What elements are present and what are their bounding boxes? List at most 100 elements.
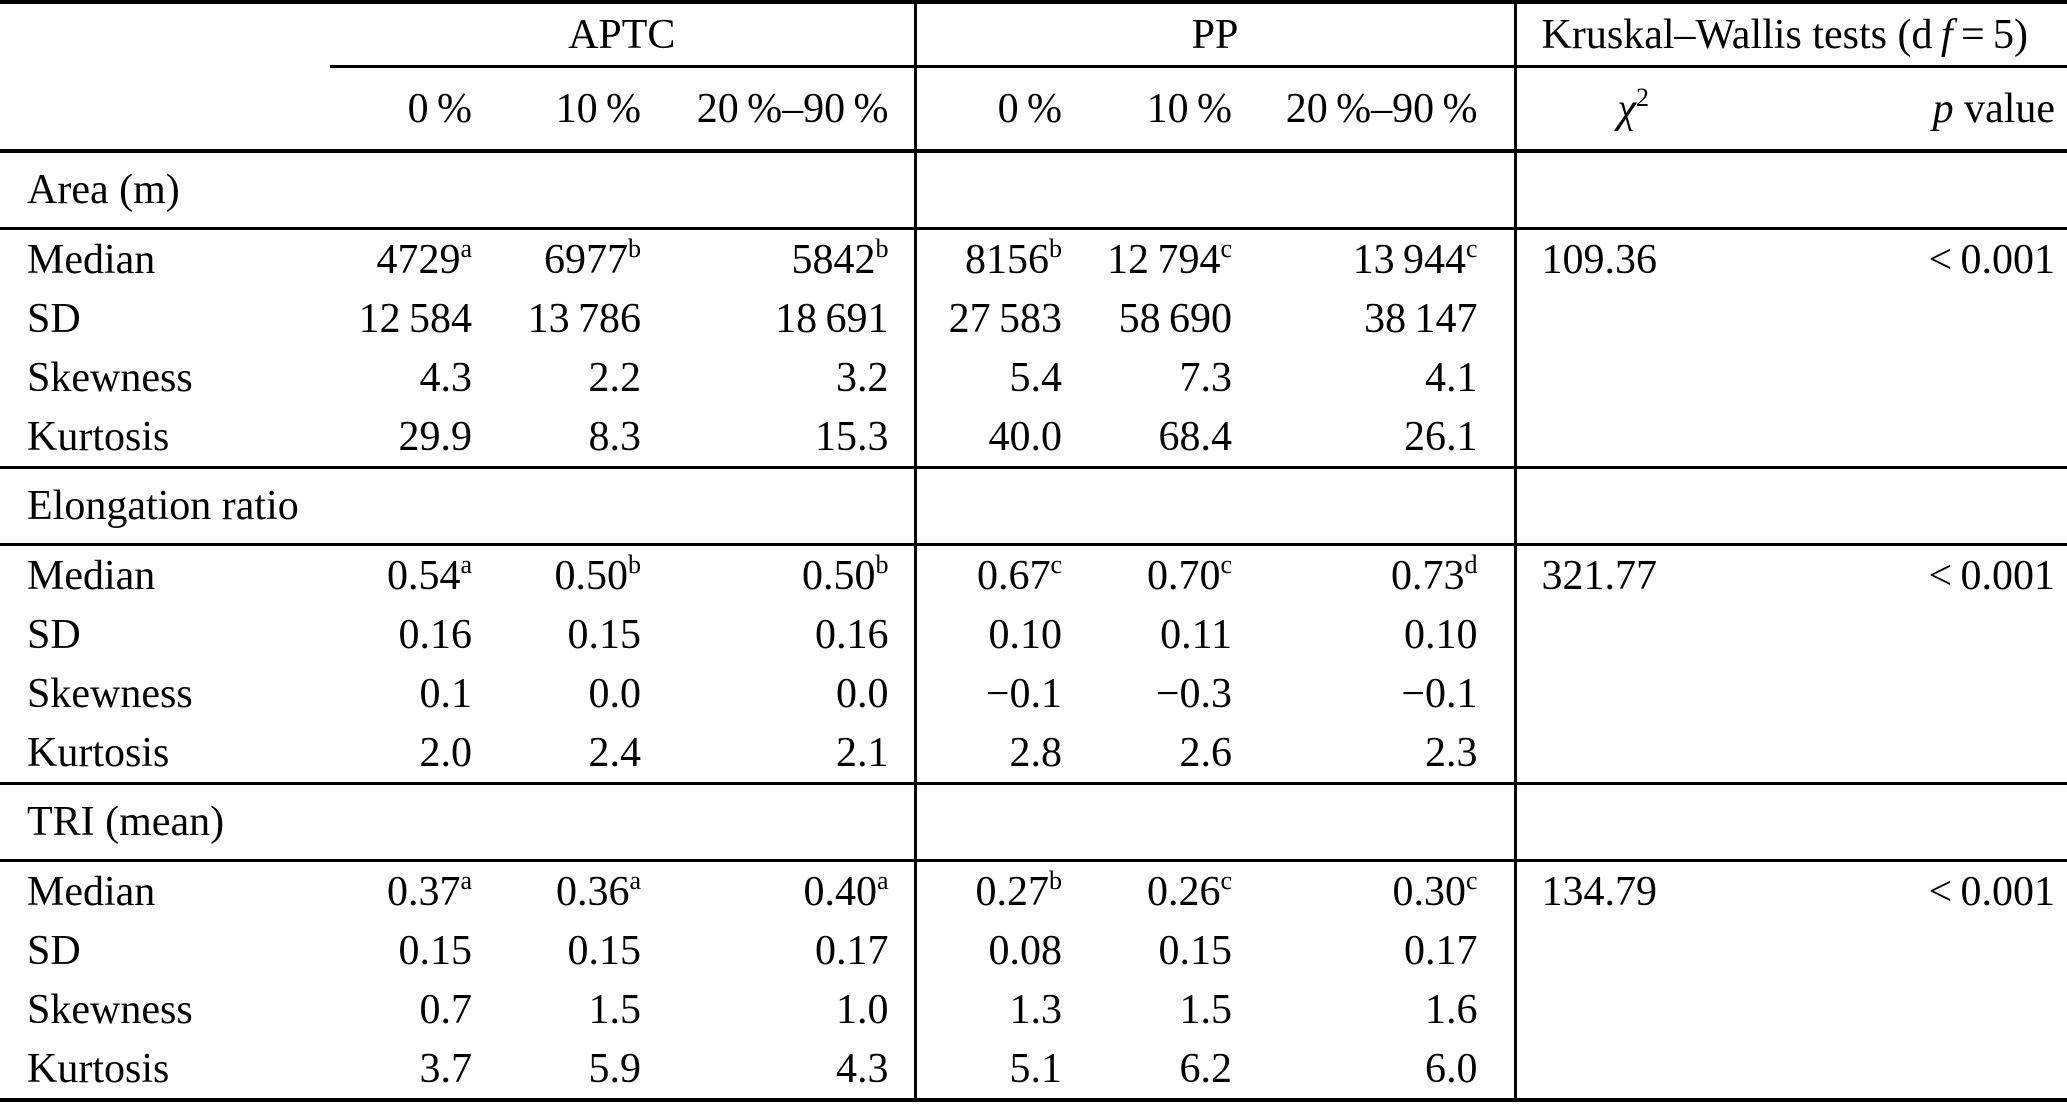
cell-value: 38 147 (1364, 295, 1478, 342)
section-spacer (913, 466, 1516, 546)
cell-p-value (1750, 921, 2067, 980)
cell-value: 0.11 (1160, 611, 1233, 658)
cell-value: 0.27b (913, 860, 1071, 921)
subheader-pp-0pct: 0 % (913, 66, 1071, 153)
row-label: Skewness (27, 670, 193, 717)
significance-superscript: c (1220, 866, 1233, 896)
cell-value: 26.1 (1404, 413, 1478, 460)
cell-chi-squared (1513, 723, 1751, 784)
subheader-row: 0 % 10 % 20 %–90 % 0 % 10 % 20 %–90 % χ2… (0, 66, 2067, 153)
significance-superscript: b (875, 234, 889, 264)
table-row: SD 12 584 13 786 18 691 27 583 58 690 38 147 (0, 289, 2067, 348)
subheader-pp-20-90pct: 20 %–90 % (1240, 66, 1516, 153)
cell-value: 0.50b (554, 550, 641, 599)
significance-superscript: b (875, 550, 889, 580)
significance-superscript: c (1465, 234, 1478, 264)
cell-value: 0.0 (588, 670, 642, 717)
cell-value: 0.40a (803, 866, 889, 915)
cell-value: 0.36a (555, 866, 641, 915)
significance-superscript: b (627, 550, 641, 580)
cell-value: 8156b (913, 228, 1071, 289)
cell-value: 0.37a (386, 866, 472, 915)
section-spacer (1513, 149, 2067, 230)
table-body: Area (m) Median 4729a 6977b 5842b 8156b 12 794… (0, 149, 2067, 1100)
cell-chi-squared: 109.36 (1513, 228, 1751, 289)
cell-value: 1.5 (1179, 986, 1233, 1033)
cell-p-value (1750, 407, 2067, 468)
cell-value: −0.1 (1401, 670, 1478, 717)
cell-value: 0.70c (1146, 550, 1233, 599)
table-row: Median 0.54a 0.50b 0.50b 0.67c 0.70c 0.73d 321.… (0, 544, 2067, 605)
table-row: Skewness 4.3 2.2 3.2 5.4 7.3 4.1 (0, 348, 2067, 407)
row-label: Median (27, 552, 156, 599)
cell-value: 29.9 (398, 413, 473, 460)
chi-squared-header: χ2 (1513, 66, 1751, 153)
cell-value: 2.6 (1179, 729, 1233, 776)
cell-value: 0.15 (398, 927, 473, 974)
cell-chi-squared (1513, 605, 1751, 664)
row-label: Kurtosis (27, 413, 170, 460)
row-label: SD (27, 927, 81, 974)
cell-value: 0.1 (419, 670, 473, 717)
table-row: Kurtosis 29.9 8.3 15.3 40.0 68.4 26.1 (0, 407, 2067, 468)
cell-value: 1.3 (913, 980, 1071, 1039)
table-row: Kurtosis 3.7 5.9 4.3 5.1 6.2 6.0 (0, 1039, 2067, 1100)
kw-header-suffix: = 5) (1952, 11, 2029, 58)
cell-value: 0.50b (802, 550, 889, 599)
aptc-group-header: APTC (330, 2, 916, 68)
cell-value: 0.67c (913, 544, 1071, 605)
p-value-header: p value (1750, 66, 2067, 153)
cell-value: 2.3 (1425, 729, 1478, 776)
row-label: Skewness (27, 986, 193, 1033)
cell-value: 1.6 (1425, 986, 1478, 1033)
cell-value: 0.15 (1158, 927, 1233, 974)
significance-superscript: b (1049, 866, 1063, 896)
table-row: Kurtosis 2.0 2.4 2.1 2.8 2.6 2.3 (0, 723, 2067, 784)
row-label: Kurtosis (27, 729, 170, 776)
row-label: SD (27, 611, 81, 658)
cell-value: 40.0 (913, 407, 1071, 468)
cell-value: 7.3 (1179, 354, 1233, 401)
significance-superscript: b (1049, 234, 1063, 264)
corner-cell (0, 66, 330, 153)
cell-chi-squared: 134.79 (1513, 860, 1751, 921)
cell-value: 0.7 (419, 986, 473, 1033)
cell-value: 0.30c (1392, 866, 1478, 915)
cell-p-value (1750, 664, 2067, 723)
kruskal-wallis-header: Kruskal–Wallis tests (d f = 5) (1513, 2, 2067, 68)
cell-value: 5.1 (913, 1039, 1071, 1100)
cell-value: 6.0 (1425, 1045, 1478, 1092)
significance-superscript: a (460, 234, 472, 264)
row-label: Median (27, 236, 156, 283)
cell-value: 0.73d (1391, 550, 1478, 599)
p-value-rest: value (1953, 85, 2056, 132)
section-spacer (1513, 466, 2067, 546)
cell-value: 18 691 (775, 295, 889, 342)
cell-chi-squared (1513, 664, 1751, 723)
significance-superscript: c (1465, 866, 1478, 896)
row-label: SD (27, 295, 81, 342)
cell-value: 4.1 (1425, 354, 1478, 401)
cell-value: 1.0 (836, 986, 889, 1033)
cell-value: 2.1 (836, 729, 889, 776)
pp-group-header: PP (913, 2, 1516, 68)
cell-p-value (1750, 605, 2067, 664)
cell-chi-squared (1513, 348, 1751, 407)
row-label: Kurtosis (27, 1045, 170, 1092)
kw-header-prefix: Kruskal–Wallis tests (d (1541, 11, 1941, 58)
subheader-pp-10pct: 10 % (1070, 66, 1241, 153)
cell-p-value: < 0.001 (1928, 868, 2056, 915)
significance-superscript: b (627, 234, 641, 264)
cell-value: 2.8 (913, 723, 1071, 784)
cell-value: 2.0 (419, 729, 473, 776)
cell-value: 0.15 (567, 611, 642, 658)
cell-chi-squared (1513, 980, 1751, 1039)
cell-chi-squared (1513, 289, 1751, 348)
cell-value: 5842b (791, 234, 889, 283)
section-row: TRI (mean) (0, 782, 2067, 862)
cell-chi-squared: 321.77 (1513, 544, 1751, 605)
cell-chi-squared (1513, 407, 1751, 468)
subheader-aptc-0pct: 0 % (330, 66, 480, 153)
significance-superscript: d (1464, 550, 1478, 580)
cell-value: 0.54a (386, 550, 472, 599)
